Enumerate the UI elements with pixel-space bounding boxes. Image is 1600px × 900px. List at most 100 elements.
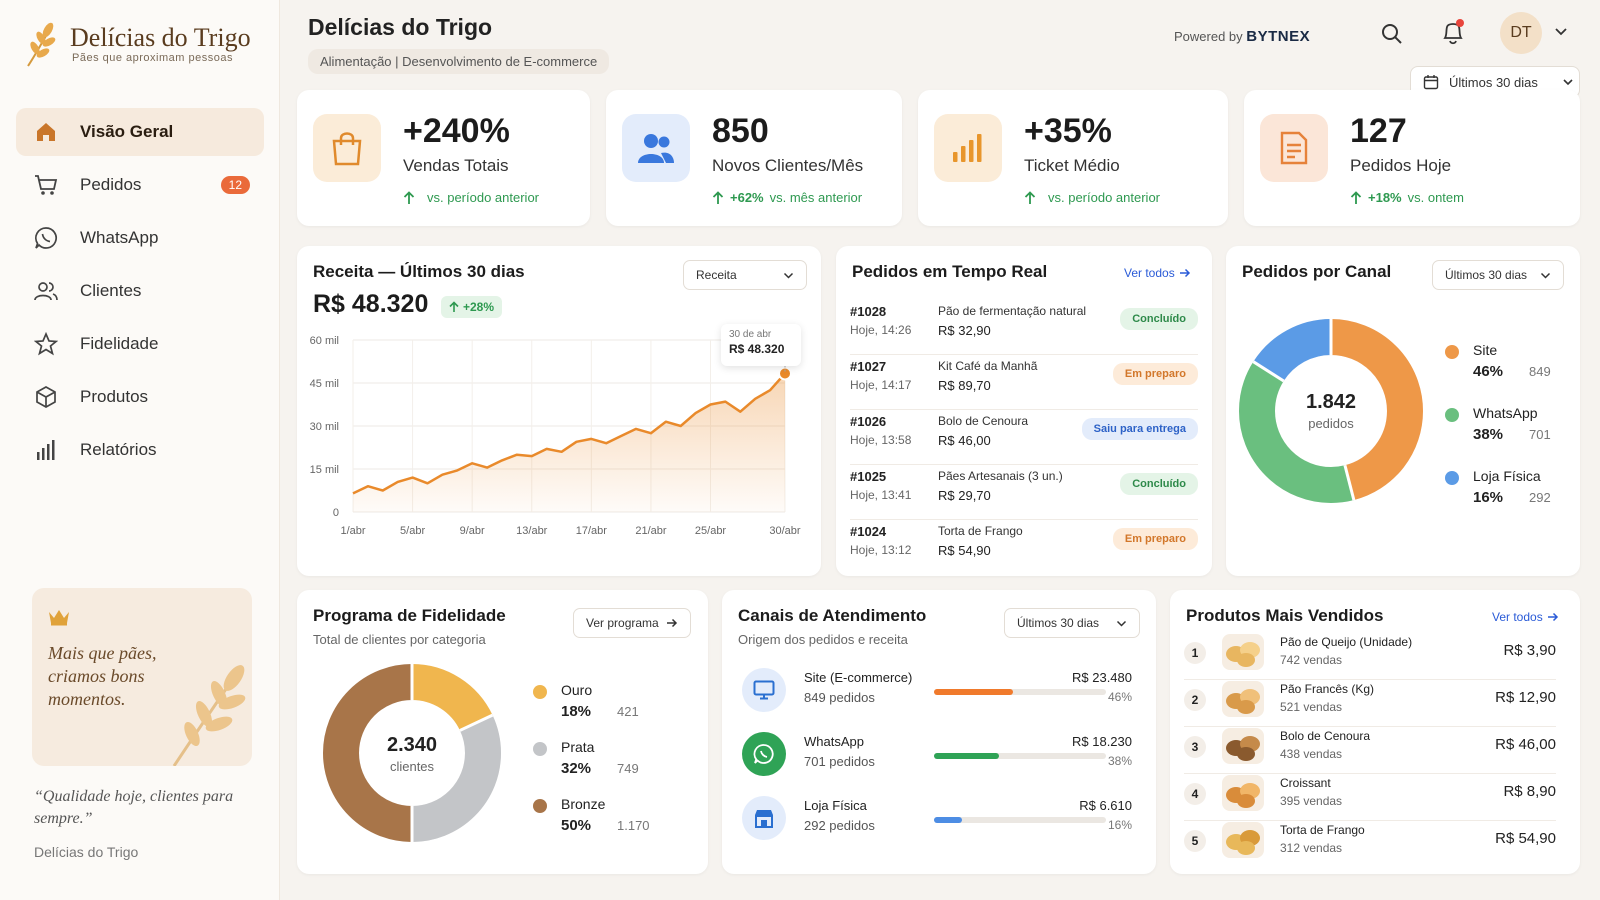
- service-channel-row[interactable]: Loja Física 292 pedidos R$ 6.610 16%: [742, 796, 1132, 846]
- legend-name: Ouro: [561, 682, 593, 698]
- channel-percent: 38%: [1107, 754, 1132, 768]
- sidebar-item-clientes[interactable]: Clientes: [16, 267, 264, 315]
- kpi-compare: vs. período anterior: [1048, 190, 1161, 205]
- bar-chart-icon: [32, 436, 60, 464]
- legend-name: WhatsApp: [1473, 405, 1538, 421]
- product-name: Croissant: [1280, 776, 1331, 790]
- row-divider: [850, 519, 1198, 520]
- sidebar-item-whatsapp[interactable]: WhatsApp: [16, 214, 264, 262]
- kpi-label: Novos Clientes/Mês: [712, 156, 864, 175]
- product-price: R$ 46,00: [1495, 736, 1556, 753]
- product-row[interactable]: 3 Bolo de Cenoura 438 vendas R$ 46,00: [1184, 728, 1556, 774]
- legend-percent: 38%: [1473, 426, 1504, 443]
- order-id: #1024: [850, 524, 887, 539]
- channels-period-select[interactable]: Últimos 30 dias: [1432, 260, 1564, 290]
- order-row[interactable]: #1025 Hoje, 13:41 Pães Artesanais (3 un.) R…: [850, 469, 1198, 523]
- product-row[interactable]: 5 Torta de Frango 312 vendas R$ 54,90: [1184, 822, 1556, 868]
- promo-card: Mais que pães, criamos bons momentos.: [32, 588, 252, 766]
- product-row[interactable]: 4 Croissant 395 vendas R$ 8,90: [1184, 775, 1556, 821]
- x-tick-label: 9/abr: [460, 525, 485, 537]
- legend-name: Loja Física: [1473, 468, 1541, 484]
- product-row[interactable]: 1 Pão de Queijo (Unidade) 742 vendas R$ 3,9…: [1184, 634, 1556, 680]
- revenue-chart[interactable]: 0 15 mil 30 mil 45 mil 60 mil 1/abr 5/abr 9/abr…: [297, 326, 821, 576]
- y-tick-label: 60 mil: [310, 335, 339, 347]
- product-row[interactable]: 2 Pão Francês (Kg) 521 vendas R$ 12,90: [1184, 681, 1556, 727]
- order-status-badge: Concluído: [1120, 308, 1198, 330]
- sidebar-item-label: Visão Geral: [80, 122, 174, 141]
- service-channel-row[interactable]: WhatsApp 701 pedidos R$ 18.230 38%: [742, 732, 1132, 782]
- chart-tooltip: 30 de abr R$ 48.320: [721, 324, 801, 366]
- donut-center-label: pedidos: [1308, 416, 1354, 431]
- monitor-icon: [742, 668, 786, 712]
- legend-name: Site: [1473, 342, 1498, 358]
- donut-segment[interactable]: [1239, 319, 1423, 503]
- notifications-button[interactable]: [1440, 18, 1466, 46]
- sidebar-item-fidelidade[interactable]: Fidelidade: [16, 320, 264, 368]
- sidebar-item-relatorios[interactable]: Relatórios: [16, 426, 264, 474]
- sidebar-item-label: Clientes: [80, 281, 142, 300]
- product-price: R$ 54,90: [1495, 830, 1556, 847]
- kpi-card-pedidos-hoje: 127 Pedidos Hoje +18% vs. ontem: [1244, 90, 1580, 226]
- revenue-delta-badge: +28%: [441, 296, 503, 318]
- link-label: Ver todos: [1492, 610, 1543, 624]
- whatsapp-icon: [32, 224, 60, 252]
- service-subtitle: Origem dos pedidos e receita: [738, 632, 908, 647]
- orders-view-all-link[interactable]: Ver todos: [1124, 266, 1191, 280]
- product-thumbnail: [1222, 775, 1264, 811]
- order-row[interactable]: #1028 Hoje, 14:26 Pão de fermentação natur…: [850, 304, 1198, 358]
- channel-share-fill: [934, 817, 962, 823]
- period-label: Últimos 30 dias: [1445, 268, 1528, 282]
- loyalty-card: Programa de Fidelidade Total de clientes…: [297, 590, 708, 874]
- product-price: R$ 12,90: [1495, 689, 1556, 706]
- sidebar-item-pedidos[interactable]: Pedidos 12: [16, 161, 264, 209]
- loyalty-center-label: clientes: [389, 759, 435, 774]
- channels-donut-chart[interactable]: [1236, 316, 1426, 506]
- order-time: Hoje, 14:26: [850, 323, 912, 337]
- arrow-up-icon: [449, 301, 459, 312]
- loyalty-program-button[interactable]: Ver programa: [573, 608, 691, 638]
- channel-revenue: R$ 18.230: [1072, 734, 1132, 749]
- calendar-icon: [1423, 75, 1439, 90]
- search-button[interactable]: [1380, 22, 1404, 46]
- sidebar-item-visao-geral[interactable]: Visão Geral: [16, 108, 264, 156]
- tooltip-date: 30 de abr: [729, 329, 772, 340]
- legend-percent: 46%: [1473, 363, 1504, 380]
- page-title: Delícias do Trigo: [308, 14, 493, 40]
- product-name: Torta de Frango: [1280, 823, 1365, 837]
- kpi-trend: +18% vs. ontem: [1350, 190, 1464, 205]
- order-row[interactable]: #1026 Hoje, 13:58 Bolo de Cenoura R$ 46,00 S…: [850, 414, 1198, 468]
- order-row[interactable]: #1027 Hoje, 14:17 Kit Café da Manhã R$ 89,7…: [850, 359, 1198, 413]
- button-label: Ver programa: [586, 616, 659, 630]
- kpi-icon-wrap: [313, 114, 381, 182]
- avatar[interactable]: DT: [1500, 12, 1542, 54]
- service-period-select[interactable]: Últimos 30 dias: [1004, 608, 1140, 638]
- products-view-all-link[interactable]: Ver todos: [1492, 610, 1559, 624]
- product-rank: 5: [1184, 830, 1206, 852]
- revenue-line[interactable]: [352, 372, 786, 495]
- legend-count: 701: [1529, 427, 1551, 442]
- product-sales: 438 vendas: [1280, 747, 1343, 761]
- brand-name: Delícias do Trigo: [70, 23, 251, 52]
- legend-swatch: [1445, 471, 1459, 485]
- top-products-card: Produtos Mais Vendidos Ver todos 1 Pão de…: [1170, 590, 1580, 874]
- sidebar-item-label: Relatórios: [80, 440, 157, 459]
- users-icon: [638, 134, 674, 163]
- product-sales: 312 vendas: [1280, 841, 1343, 855]
- channel-share-bar: [934, 817, 1106, 823]
- sidebar-item-produtos[interactable]: Produtos: [16, 373, 264, 421]
- powered-brand: BYTNEX: [1246, 28, 1311, 45]
- top-products-title: Produtos Mais Vendidos: [1186, 606, 1384, 625]
- service-channel-row[interactable]: Site (E-commerce) 849 pedidos R$ 23.480 46%: [742, 668, 1132, 718]
- loyalty-donut-chart[interactable]: [321, 662, 503, 844]
- legend-percent: 16%: [1473, 489, 1504, 506]
- kpi-value: 127: [1350, 112, 1407, 150]
- whatsapp-icon: [742, 732, 786, 776]
- legend-percent: 50%: [561, 817, 592, 834]
- product-name: Bolo de Cenoura: [1280, 729, 1371, 743]
- brand-logo[interactable]: Delícias do Trigo Pães que aproximam pes…: [22, 20, 251, 68]
- account-menu-toggle[interactable]: [1554, 27, 1568, 37]
- arrow-up-icon: [1350, 190, 1362, 204]
- order-row[interactable]: #1024 Hoje, 13:12 Torta de Frango R$ 54,90 E…: [850, 524, 1198, 578]
- legend-swatch: [1445, 408, 1459, 422]
- revenue-metric-select[interactable]: Receita: [683, 260, 807, 290]
